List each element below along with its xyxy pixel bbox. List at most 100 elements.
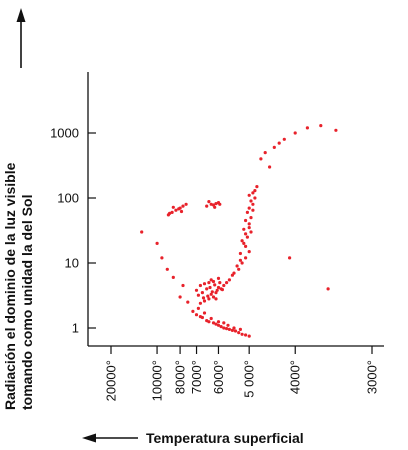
data-point (251, 208, 255, 212)
data-point (165, 267, 169, 271)
x-tick-label: 5 000° (242, 360, 257, 398)
data-point (238, 251, 242, 256)
x-tick-label: 6000° (211, 360, 226, 394)
y-axis-title-line1: Radiación el dominio de la luz visible (2, 162, 18, 410)
data-point (244, 333, 248, 337)
data-point (251, 202, 255, 206)
data-point (226, 323, 230, 327)
data-point (206, 294, 210, 298)
x-tick-label: 10000° (150, 360, 165, 401)
data-point (207, 281, 211, 285)
data-point (272, 145, 276, 149)
data-point (244, 232, 248, 236)
data-point (293, 131, 297, 135)
x-axis-arrowhead (82, 433, 96, 443)
data-point (198, 283, 202, 288)
data-point (233, 329, 238, 333)
data-point (170, 210, 174, 214)
data-point (177, 207, 181, 211)
data-point (216, 285, 221, 290)
data-point (216, 276, 221, 280)
data-point (244, 256, 248, 260)
data-point (238, 258, 242, 262)
data-point (171, 205, 175, 209)
data-point (227, 327, 231, 331)
chart-axes (16, 8, 384, 443)
data-point (207, 297, 211, 301)
data-point (207, 200, 211, 204)
data-point (171, 275, 175, 279)
data-point (227, 278, 231, 282)
data-point (277, 141, 281, 145)
y-axis-arrowhead (16, 8, 26, 22)
x-tick-label: 4000° (288, 360, 303, 394)
data-point (237, 267, 241, 271)
data-point (179, 209, 184, 214)
y-axis-title-line2: tomando como unidad la del Sol (19, 195, 35, 410)
data-point (202, 311, 207, 315)
data-point (208, 285, 212, 290)
data-point (202, 299, 207, 303)
data-point (238, 327, 242, 331)
data-point (178, 295, 182, 299)
data-point (196, 306, 200, 310)
data-point (140, 230, 144, 234)
data-point (240, 332, 244, 336)
data-point (214, 322, 218, 326)
y-tick-label: 10 (65, 256, 79, 271)
data-point (194, 313, 199, 317)
x-tick-label: 8000° (173, 360, 188, 394)
data-point (214, 202, 218, 206)
y-ticks: 1 10 100 1000 (50, 126, 96, 336)
data-point (209, 292, 213, 296)
data-point (194, 288, 199, 292)
data-point (249, 216, 253, 220)
data-point (232, 326, 236, 330)
data-point (211, 321, 216, 325)
x-ticks: 20000° 10000° 8000° 7000° 6000° 5 000° 4000° 30… (104, 346, 380, 401)
data-point (235, 264, 239, 268)
data-point (222, 326, 226, 330)
data-point (215, 288, 219, 292)
data-point (207, 320, 211, 324)
data-point (244, 244, 248, 248)
data-point (211, 279, 216, 284)
data-point (166, 213, 170, 217)
data-point (255, 185, 259, 189)
data-point (268, 165, 272, 169)
data-point (205, 204, 209, 208)
data-point (334, 128, 338, 132)
data-point (245, 235, 249, 239)
data-point (216, 323, 221, 327)
data-point (201, 296, 206, 300)
data-point (245, 210, 249, 214)
data-point (213, 283, 217, 287)
data-point (191, 309, 195, 313)
data-point (160, 256, 164, 260)
data-point (202, 282, 207, 286)
data-point (237, 331, 241, 335)
data-points (140, 124, 338, 338)
data-point (244, 218, 248, 223)
x-tick-label: 3000° (365, 360, 380, 394)
y-tick-label: 1000 (50, 126, 79, 141)
data-point (218, 281, 222, 285)
data-point (214, 297, 218, 301)
y-tick-label: 1 (72, 321, 79, 336)
data-point (247, 222, 251, 226)
data-point (305, 126, 309, 130)
data-point (247, 206, 251, 210)
data-point (222, 283, 226, 288)
data-point (222, 321, 226, 325)
data-point (319, 124, 323, 128)
data-point (181, 283, 185, 288)
data-point (209, 316, 213, 321)
data-point (174, 208, 178, 212)
data-point (198, 301, 202, 305)
data-point (247, 250, 251, 254)
data-point (225, 327, 229, 331)
data-point (242, 227, 246, 231)
data-point (288, 256, 292, 260)
data-point (200, 315, 204, 320)
